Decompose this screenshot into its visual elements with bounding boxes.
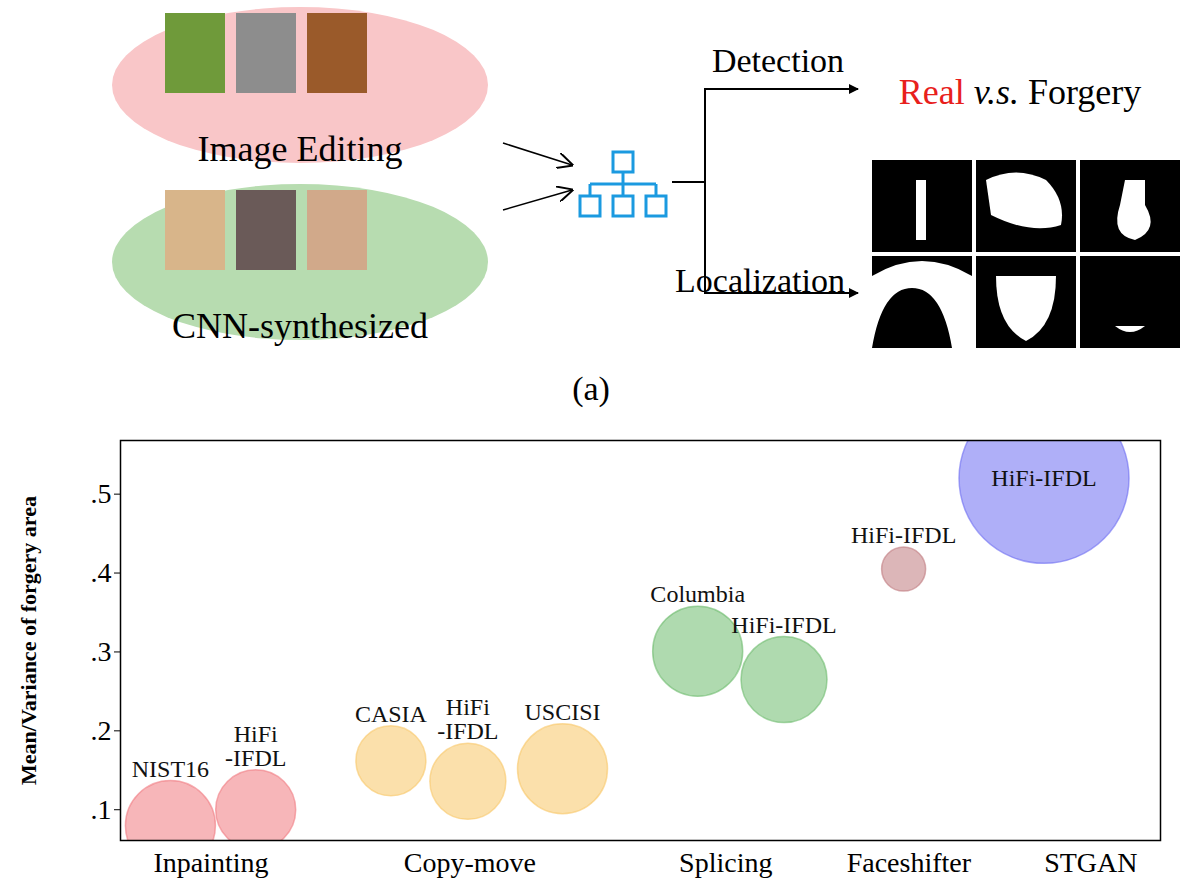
svg-text:STGAN: STGAN [1044, 847, 1137, 878]
svg-text:Inpainting: Inpainting [153, 847, 268, 878]
svg-text:Image Editing: Image Editing [198, 129, 403, 169]
svg-text:HiFi-IFDL: HiFi-IFDL [225, 721, 286, 771]
svg-text:.2: .2 [91, 715, 112, 746]
svg-text:HiFi-IFDL: HiFi-IFDL [991, 465, 1096, 491]
svg-text:HiFi-IFDL: HiFi-IFDL [731, 612, 836, 638]
svg-text:.3: .3 [91, 636, 112, 667]
svg-text:Columbia: Columbia [650, 581, 745, 607]
svg-text:USCISI: USCISI [524, 699, 600, 725]
svg-text:Real v.s. Forgery: Real v.s. Forgery [899, 72, 1142, 112]
svg-text:HiFi-IFDL: HiFi-IFDL [851, 522, 956, 548]
svg-text:Copy-move: Copy-move [404, 847, 536, 878]
svg-text:Detection: Detection [712, 42, 844, 79]
svg-text:Localization: Localization [675, 262, 845, 299]
svg-text:NIST16: NIST16 [132, 756, 209, 782]
svg-text:.4: .4 [91, 557, 112, 588]
svg-text:.5: .5 [91, 478, 112, 509]
svg-text:CASIA: CASIA [355, 701, 428, 727]
svg-text:CNN-synthesized: CNN-synthesized [172, 306, 428, 346]
svg-text:(a): (a) [572, 370, 610, 408]
svg-text:HiFi-IFDL: HiFi-IFDL [437, 694, 498, 744]
svg-text:Splicing: Splicing [679, 847, 772, 878]
svg-text:Mean/Variance of forgery area: Mean/Variance of forgery area [16, 496, 41, 785]
svg-text:Faceshifter: Faceshifter [847, 847, 972, 878]
svg-text:.1: .1 [91, 794, 112, 825]
